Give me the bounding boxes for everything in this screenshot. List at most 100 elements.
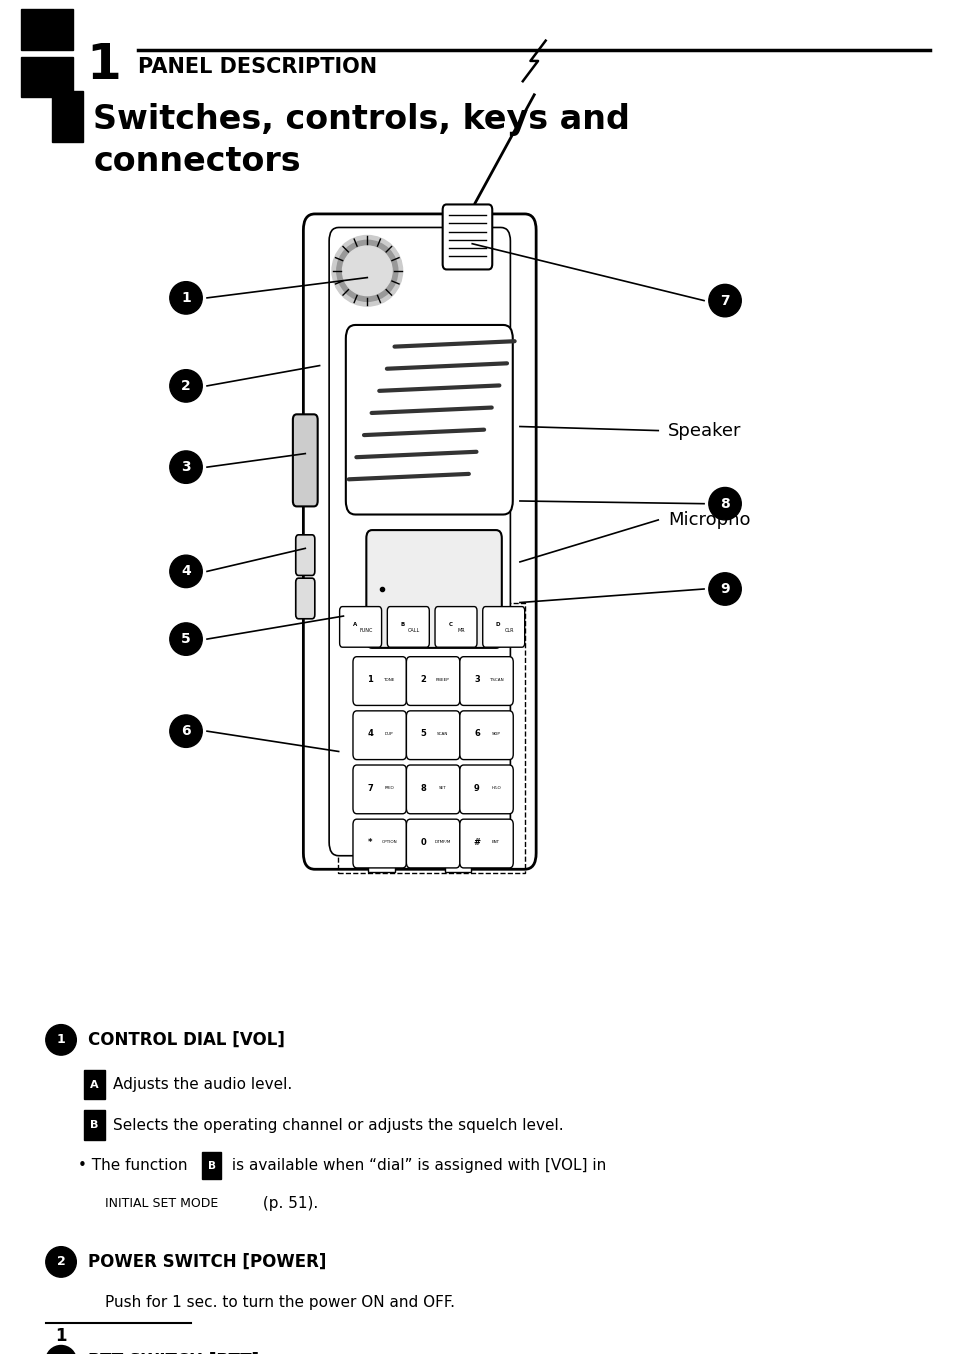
Text: INITIAL SET MODE: INITIAL SET MODE: [105, 1197, 218, 1210]
Text: 0: 0: [420, 838, 426, 846]
Text: 8: 8: [420, 784, 426, 792]
Text: C: C: [448, 621, 452, 627]
Ellipse shape: [46, 1247, 76, 1277]
Bar: [368, 850, 395, 872]
Text: 2: 2: [181, 379, 191, 393]
Text: 4: 4: [367, 730, 373, 738]
Text: 1: 1: [56, 1033, 66, 1047]
FancyBboxPatch shape: [293, 414, 317, 506]
Text: 6: 6: [181, 724, 191, 738]
FancyBboxPatch shape: [353, 711, 406, 760]
Ellipse shape: [170, 370, 202, 402]
Text: B: B: [91, 1120, 98, 1131]
Ellipse shape: [708, 573, 740, 605]
FancyBboxPatch shape: [295, 535, 314, 575]
Text: ENT: ENT: [492, 841, 499, 844]
Ellipse shape: [342, 246, 392, 295]
Text: connectors: connectors: [93, 145, 301, 177]
Text: SCAN: SCAN: [436, 733, 448, 735]
Text: PTT SWITCH [PTT]: PTT SWITCH [PTT]: [88, 1351, 258, 1354]
Ellipse shape: [170, 715, 202, 747]
Text: CONTROL DIAL [VOL]: CONTROL DIAL [VOL]: [88, 1030, 284, 1049]
Ellipse shape: [708, 284, 740, 317]
Text: A: A: [353, 621, 356, 627]
Text: 2: 2: [56, 1255, 66, 1269]
Ellipse shape: [336, 240, 397, 302]
Bar: [84, 1070, 105, 1099]
Ellipse shape: [708, 487, 740, 520]
Text: 7: 7: [720, 294, 729, 307]
FancyBboxPatch shape: [303, 214, 536, 869]
Text: #: #: [473, 838, 480, 846]
FancyBboxPatch shape: [442, 204, 492, 269]
Text: T.SCAN: T.SCAN: [488, 678, 503, 681]
Text: 3: 3: [474, 676, 479, 684]
Ellipse shape: [170, 623, 202, 655]
Bar: [337, 603, 524, 873]
Text: 1: 1: [55, 1327, 67, 1346]
FancyBboxPatch shape: [482, 607, 524, 647]
FancyBboxPatch shape: [295, 578, 314, 619]
FancyBboxPatch shape: [353, 657, 406, 705]
Text: Selects the operating channel or adjusts the squelch level.: Selects the operating channel or adjusts…: [112, 1117, 562, 1133]
FancyBboxPatch shape: [406, 819, 459, 868]
Ellipse shape: [170, 451, 202, 483]
Ellipse shape: [170, 555, 202, 588]
FancyBboxPatch shape: [366, 531, 501, 647]
Text: SET: SET: [438, 787, 446, 789]
Text: 6: 6: [474, 730, 479, 738]
Bar: [202, 1152, 221, 1179]
Text: B: B: [400, 621, 404, 627]
Ellipse shape: [332, 236, 402, 306]
Ellipse shape: [46, 1346, 76, 1354]
Text: OPTION: OPTION: [381, 841, 396, 844]
Text: SKIP: SKIP: [491, 733, 500, 735]
Text: H/LO: H/LO: [491, 787, 500, 789]
Bar: [21, 57, 73, 97]
Text: DTMF/M: DTMF/M: [434, 841, 451, 844]
Ellipse shape: [170, 282, 202, 314]
Text: POWER SWITCH [POWER]: POWER SWITCH [POWER]: [88, 1252, 326, 1271]
Bar: [21, 9, 73, 50]
Text: is available when “dial” is assigned with [VOL] in: is available when “dial” is assigned wit…: [227, 1158, 606, 1174]
FancyBboxPatch shape: [353, 765, 406, 814]
Bar: [444, 850, 471, 872]
FancyBboxPatch shape: [459, 765, 513, 814]
Text: Switches, controls, keys and: Switches, controls, keys and: [93, 103, 630, 135]
Text: CLR: CLR: [504, 628, 514, 634]
Text: 1: 1: [367, 676, 373, 684]
FancyBboxPatch shape: [345, 325, 512, 515]
Text: 5: 5: [181, 632, 191, 646]
Text: A: A: [90, 1079, 99, 1090]
FancyBboxPatch shape: [459, 657, 513, 705]
Text: 1: 1: [86, 41, 121, 89]
FancyBboxPatch shape: [406, 765, 459, 814]
Text: 5: 5: [420, 730, 426, 738]
Text: *: *: [368, 838, 372, 846]
Text: Adjusts the audio level.: Adjusts the audio level.: [112, 1076, 292, 1093]
Text: DUP: DUP: [384, 733, 394, 735]
FancyBboxPatch shape: [406, 657, 459, 705]
FancyBboxPatch shape: [459, 819, 513, 868]
FancyBboxPatch shape: [353, 819, 406, 868]
Text: CALL: CALL: [408, 628, 419, 634]
Text: B: B: [208, 1160, 215, 1171]
FancyBboxPatch shape: [387, 607, 429, 647]
Bar: [84, 1110, 105, 1140]
Text: 8: 8: [720, 497, 729, 510]
Text: 3: 3: [181, 460, 191, 474]
Text: 7: 7: [367, 784, 373, 792]
Text: MR: MR: [457, 628, 465, 634]
Text: D: D: [496, 621, 499, 627]
FancyBboxPatch shape: [339, 607, 381, 647]
Text: Micropho: Micropho: [667, 510, 749, 529]
FancyBboxPatch shape: [435, 607, 476, 647]
Text: 4: 4: [181, 565, 191, 578]
Text: • The function: • The function: [78, 1158, 193, 1174]
Text: P.BEEP: P.BEEP: [436, 678, 449, 681]
Text: FUNC: FUNC: [359, 628, 373, 634]
Text: 9: 9: [474, 784, 479, 792]
FancyBboxPatch shape: [406, 711, 459, 760]
Text: TONE: TONE: [383, 678, 395, 681]
Text: PANEL DESCRIPTION: PANEL DESCRIPTION: [138, 57, 377, 77]
